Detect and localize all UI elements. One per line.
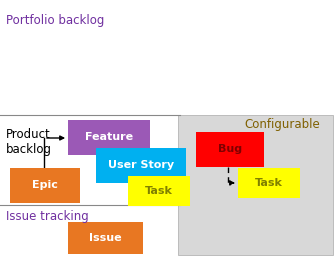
Text: Epic: Epic (32, 180, 58, 190)
Text: Task: Task (255, 178, 283, 188)
Text: Bug: Bug (218, 144, 242, 154)
Text: Task: Task (145, 186, 173, 196)
Text: Feature: Feature (85, 133, 133, 143)
FancyBboxPatch shape (10, 168, 80, 203)
FancyBboxPatch shape (196, 132, 264, 167)
FancyBboxPatch shape (96, 148, 186, 183)
Text: Product
backlog: Product backlog (6, 128, 52, 156)
Text: Issue: Issue (89, 233, 122, 243)
FancyBboxPatch shape (178, 115, 333, 255)
Text: Configurable: Configurable (244, 118, 320, 131)
Text: Issue tracking: Issue tracking (6, 210, 89, 223)
FancyBboxPatch shape (128, 176, 190, 206)
FancyBboxPatch shape (68, 222, 143, 254)
FancyBboxPatch shape (238, 168, 300, 198)
Text: Portfolio backlog: Portfolio backlog (6, 14, 104, 27)
Text: User Story: User Story (108, 160, 174, 170)
FancyBboxPatch shape (68, 120, 150, 155)
